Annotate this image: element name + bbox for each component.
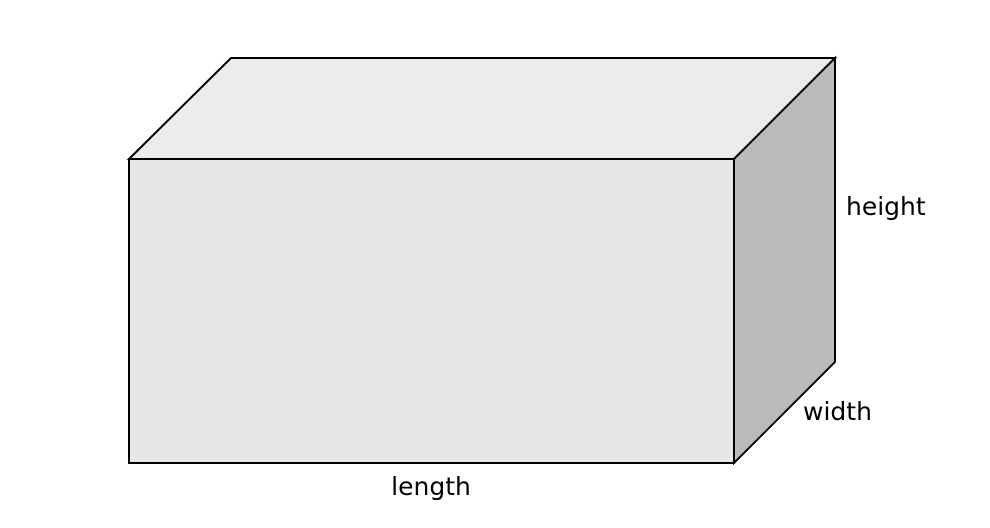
width-label: width	[803, 397, 872, 426]
prism-front-face	[128, 158, 735, 464]
height-label: height	[846, 192, 926, 221]
length-label: length	[391, 472, 471, 501]
prism-top-face	[126, 57, 838, 160]
